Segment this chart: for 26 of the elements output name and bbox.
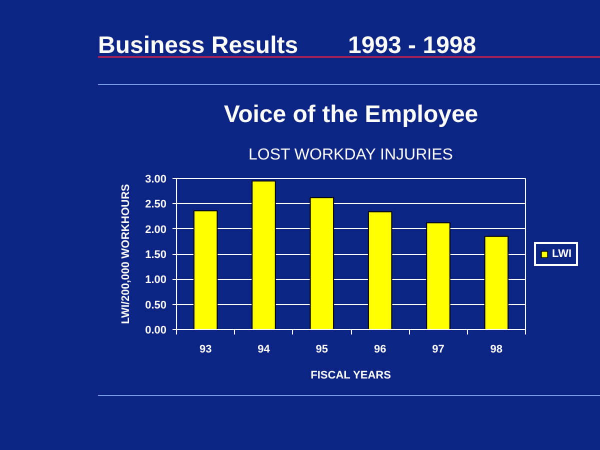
x-axis-title: FISCAL YEARS	[310, 370, 391, 382]
y-tick-label: 2.00	[145, 224, 167, 236]
x-tick-label: 96	[374, 344, 386, 356]
text: Business Results	[98, 31, 298, 61]
y-axis-title: LWI/200,000 WORKHOURS	[120, 184, 132, 324]
x-tick-label: 95	[316, 344, 328, 356]
chart-subtitle: LOST WORKDAY INJURIES	[248, 146, 453, 164]
x-tick-label: 98	[490, 344, 503, 356]
y-tick-label: 2.50	[145, 198, 167, 211]
bar	[368, 211, 392, 330]
x-tick-label: 94	[258, 344, 271, 356]
y-tick-label: 0.00	[145, 324, 167, 336]
y-tick-label: 1.50	[145, 249, 167, 261]
bar	[252, 180, 276, 330]
bar	[310, 197, 334, 330]
bar	[484, 236, 509, 330]
chart-title: Voice of the Employee	[224, 101, 478, 128]
text: 1993 - 1998	[348, 31, 476, 61]
y-tick-label: 3.00	[145, 174, 167, 186]
x-tick-label: 93	[199, 344, 212, 356]
x-tick-label: 97	[432, 344, 444, 356]
bar	[426, 222, 450, 330]
y-tick-label: 0.50	[145, 299, 167, 312]
y-tick-label: 1.00	[145, 274, 167, 286]
legend-label: LWI	[552, 248, 572, 260]
bar	[193, 210, 218, 330]
